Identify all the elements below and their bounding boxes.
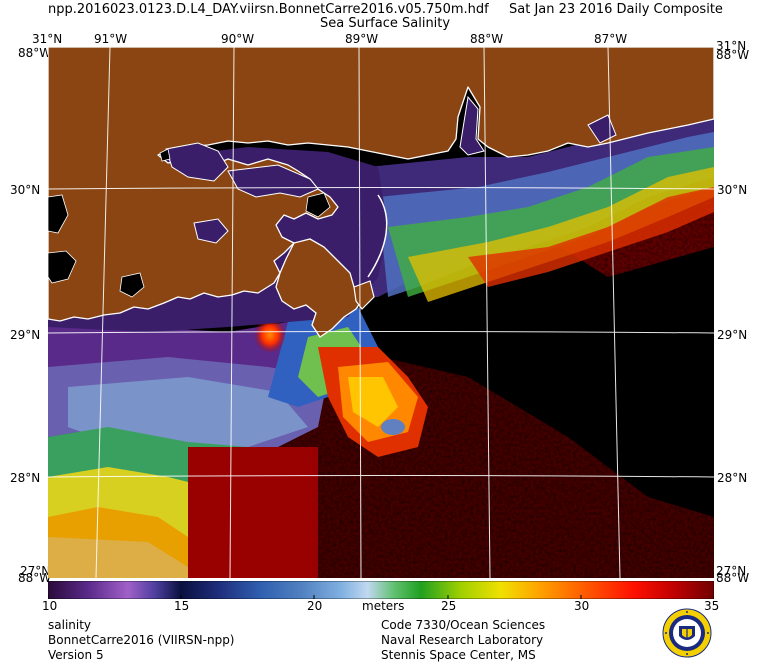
colorbar-tick: 35 <box>704 599 720 613</box>
colorbar-tick: 25 <box>441 599 457 613</box>
corner-lon-top-right: 88°W <box>716 48 750 62</box>
lat-label-right: 28°N <box>717 471 748 485</box>
corner-lat-bottom-right: 27°N <box>716 564 747 578</box>
product-title: Sea Surface Salinity <box>320 16 451 31</box>
footer-variable: salinity <box>48 618 92 632</box>
corner-lon-top-left: 88°W <box>18 46 52 60</box>
footer-org-location: Stennis Space Center, MS <box>381 648 536 662</box>
salinity-colorbar <box>47 580 715 600</box>
filename-title: npp.2016023.0123.D.L4_DAY.viirsn.BonnetC… <box>48 2 489 17</box>
lon-label-top: 89°W <box>345 32 379 46</box>
footer-version: Version 5 <box>48 648 104 662</box>
lat-label-right: 30°N <box>717 183 748 197</box>
colorbar-units: meters <box>362 599 405 613</box>
lat-label-left: 28°N <box>10 471 41 485</box>
colorbar-tick: 10 <box>42 599 58 613</box>
colorbar-tick: 30 <box>574 599 590 613</box>
colorbar-tick: 15 <box>174 599 190 613</box>
composite-date: Sat Jan 23 2016 Daily Composite <box>509 2 723 17</box>
footer-org-name: Naval Research Laboratory <box>381 633 544 647</box>
lon-label-top: 90°W <box>221 32 255 46</box>
colorbar-tick: 20 <box>307 599 323 613</box>
lon-label-top: 87°W <box>594 32 628 46</box>
lat-label-left: 30°N <box>10 183 41 197</box>
footer-dataset: BonnetCarre2016 (VIIRSN-npp) <box>48 633 235 647</box>
lat-label-right: 29°N <box>717 328 748 342</box>
delta-land <box>275 238 365 338</box>
corner-lon-bottom-left: 88°W <box>18 571 52 585</box>
lon-label-top: 91°W <box>94 32 128 46</box>
nrl-seal-icon <box>662 608 712 658</box>
lake <box>165 142 229 182</box>
footer-org-code: Code 7330/Ocean Sciences <box>381 618 546 632</box>
corner-lat-top-left: 31°N <box>32 32 63 46</box>
lon-label-top: 88°W <box>470 32 504 46</box>
graticule <box>48 47 714 578</box>
corner-lat-top-right: 31°N <box>716 39 747 53</box>
corner-lat-bottom-left: 27°N <box>20 564 51 578</box>
lat-label-left: 29°N <box>10 328 41 342</box>
salinity-map[interactable] <box>48 47 714 578</box>
corner-lon-bottom-right: 88°W <box>716 571 750 585</box>
